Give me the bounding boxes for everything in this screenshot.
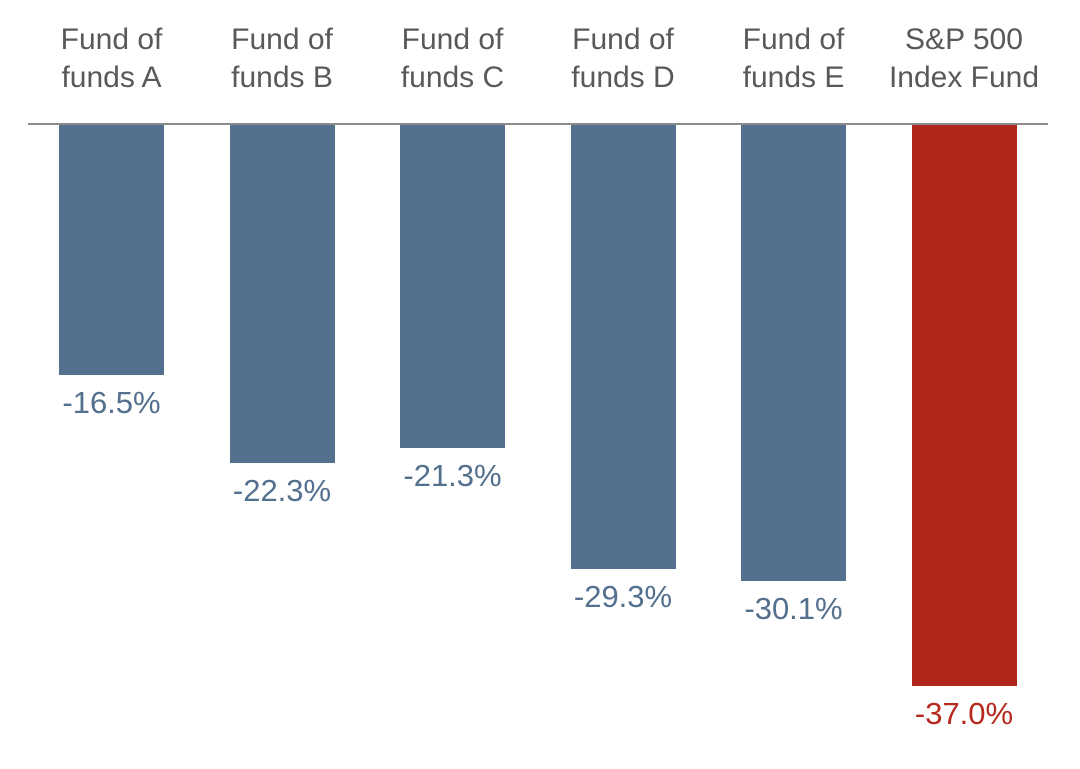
value-label: -21.3% (403, 457, 502, 493)
bar-fund-of-funds (570, 125, 676, 569)
value-label: -30.1% (744, 591, 843, 626)
category-label: Fund of funds B (231, 23, 333, 94)
bar-sp500-index-fund (911, 125, 1017, 686)
chart-column: Fund of funds C -21.3% (367, 0, 538, 769)
zero-baseline-axis (28, 123, 1048, 125)
chart-column: Fund of funds E -30.1% (708, 0, 879, 769)
chart-column: S&P 500 Index Fund -37.0% (879, 0, 1050, 769)
bar-fund-of-funds (741, 125, 846, 581)
value-label: -22.3% (232, 472, 332, 508)
chart-column: Fund of funds D -29.3% (538, 0, 709, 769)
value-label: -29.3% (573, 578, 673, 614)
chart-column: Fund of funds A -16.5% (26, 0, 197, 769)
bar-fund-of-funds (400, 125, 505, 448)
value-label: -16.5% (62, 384, 161, 420)
value-label: -37.0% (914, 695, 1014, 731)
category-label: S&P 500 Index Fund (888, 23, 1040, 94)
chart-column: Fund of funds B -22.3% (197, 0, 368, 769)
bar-fund-of-funds (59, 125, 164, 375)
category-label: Fund of funds E (742, 23, 845, 94)
category-label: Fund of funds A (60, 23, 163, 94)
bar-fund-of-funds (229, 125, 335, 463)
category-label: Fund of funds C (400, 23, 505, 94)
category-label: Fund of funds D (571, 23, 675, 94)
